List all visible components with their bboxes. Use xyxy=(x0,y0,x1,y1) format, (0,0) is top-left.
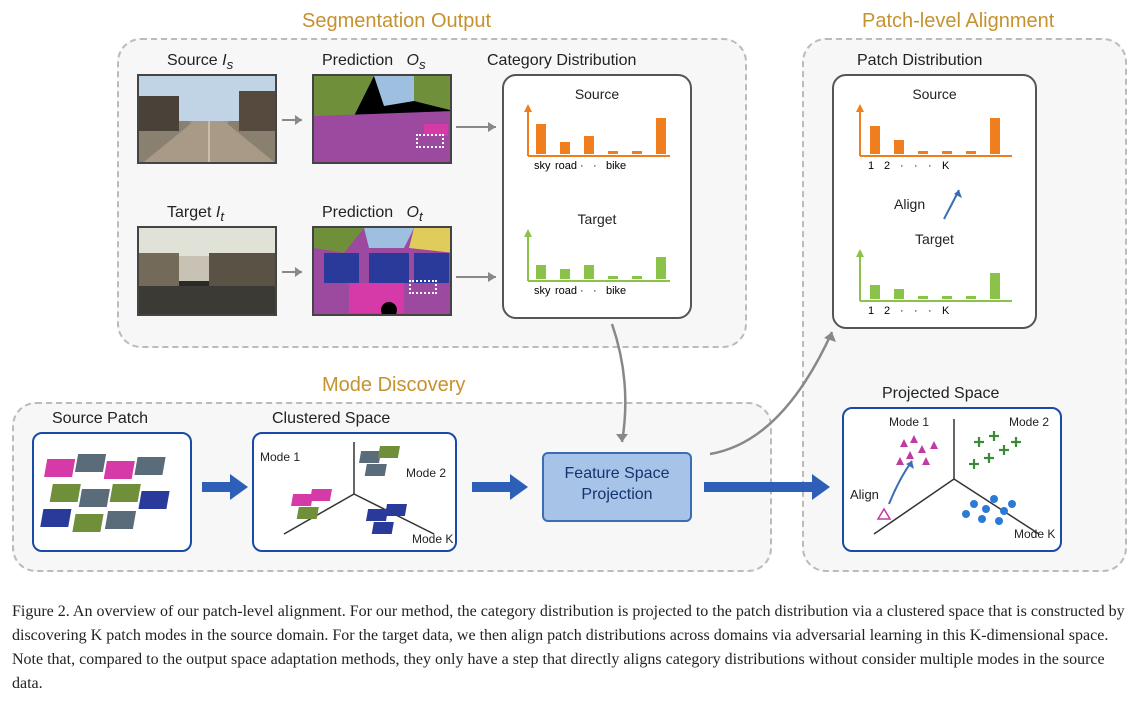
pred-t-seg-icon xyxy=(314,228,452,316)
source-scene-icon xyxy=(139,76,277,164)
pred-s-seg-icon xyxy=(314,76,452,164)
align-label-1: Align xyxy=(894,196,925,212)
label-target-sub: t xyxy=(220,209,224,224)
box-clustered: Mode 1 Mode 2 Mode K xyxy=(252,432,457,552)
arrow-fsp-to-patch xyxy=(702,322,862,462)
title-patch: Patch-level Alignment xyxy=(862,10,1054,33)
label-pred-s: Prediction Os xyxy=(322,52,426,72)
label-target-text: Target xyxy=(167,204,211,221)
label-pred-s-text: Prediction xyxy=(322,52,393,69)
label-source-sub: s xyxy=(227,57,234,72)
title-mode: Mode Discovery xyxy=(322,374,465,397)
img-pred-s xyxy=(312,74,452,164)
arrow-patch-to-clustered xyxy=(200,472,250,502)
label-pred-t-text: Prediction xyxy=(322,204,393,221)
patch-source-title: Source xyxy=(834,86,1035,102)
arrow-fsp-to-projected xyxy=(702,472,832,502)
dotted-patch-t xyxy=(409,280,437,294)
box-fsp: Feature Space Projection xyxy=(542,452,692,522)
arrow-pred-t-to-cat xyxy=(454,267,504,287)
target-scene-icon xyxy=(139,228,277,316)
label-clustered: Clustered Space xyxy=(272,410,390,428)
fsp-line2: Projection xyxy=(544,485,690,506)
patch-target-title: Target xyxy=(834,231,1035,247)
diagram-root: Segmentation Output Mode Discovery Patch… xyxy=(12,12,1132,592)
label-pred-s-sym: O xyxy=(407,52,419,69)
title-seg: Segmentation Output xyxy=(302,10,491,33)
label-pred-s-sub: s xyxy=(419,57,426,72)
patch-target-ticks: 1 2 · · · K xyxy=(868,305,952,317)
label-pred-t-sub: t xyxy=(419,209,423,224)
img-source xyxy=(137,74,277,164)
arrow-cat-to-fsp xyxy=(582,322,652,452)
dotted-patch-s xyxy=(416,134,444,148)
projected-mode1: Mode 1 xyxy=(889,415,929,429)
cat-target-ticks: sky road · · bike xyxy=(534,285,628,297)
label-pred-t: Prediction Ot xyxy=(322,204,423,224)
patch-source-ticks: 1 2 · · · K xyxy=(868,160,952,172)
align-arrow-icon-1 xyxy=(934,184,974,224)
projected-modeK: Mode K xyxy=(1014,527,1055,541)
label-source-img: Source Is xyxy=(167,52,233,72)
label-projected: Projected Space xyxy=(882,385,999,403)
cat-source-ticks: sky road · · bike xyxy=(534,160,628,172)
label-patch-dist: Patch Distribution xyxy=(857,52,982,70)
label-pred-t-sym: O xyxy=(407,204,419,221)
source-patch-icon xyxy=(34,434,194,554)
cat-target-title: Target xyxy=(504,211,690,227)
clustered-mode1: Mode 1 xyxy=(260,450,300,464)
clustered-modeK: Mode K xyxy=(412,532,453,546)
label-target-img: Target It xyxy=(167,204,224,224)
img-pred-t xyxy=(312,226,452,316)
patch-source-bars xyxy=(870,110,1010,154)
label-source-text: Source xyxy=(167,52,218,69)
projected-mode2: Mode 2 xyxy=(1009,415,1049,429)
arrow-tgt-to-pred xyxy=(280,262,310,282)
chart-patch-dist: Source 1 2 · · · K Align Target xyxy=(832,74,1037,329)
img-target xyxy=(137,226,277,316)
cat-source-bars xyxy=(536,110,676,154)
clustered-mode2: Mode 2 xyxy=(406,466,446,480)
figure-caption: Figure 2. An overview of our patch-level… xyxy=(12,600,1132,696)
label-source-patch: Source Patch xyxy=(52,410,148,428)
patch-target-bars xyxy=(870,255,1010,299)
box-projected: Mode 1 Mode 2 Mode K Align xyxy=(842,407,1062,552)
arrow-clustered-to-fsp xyxy=(470,472,530,502)
arrow-pred-s-to-cat xyxy=(454,117,504,137)
cat-source-title: Source xyxy=(504,86,690,102)
cat-target-bars xyxy=(536,235,676,279)
label-cat-dist: Category Distribution xyxy=(487,52,636,70)
arrow-src-to-pred xyxy=(280,110,310,130)
align-label-2: Align xyxy=(850,487,879,502)
chart-cat-dist: Source sky road · · bike Target sky road… xyxy=(502,74,692,319)
box-source-patch xyxy=(32,432,192,552)
fsp-line1: Feature Space xyxy=(544,464,690,485)
